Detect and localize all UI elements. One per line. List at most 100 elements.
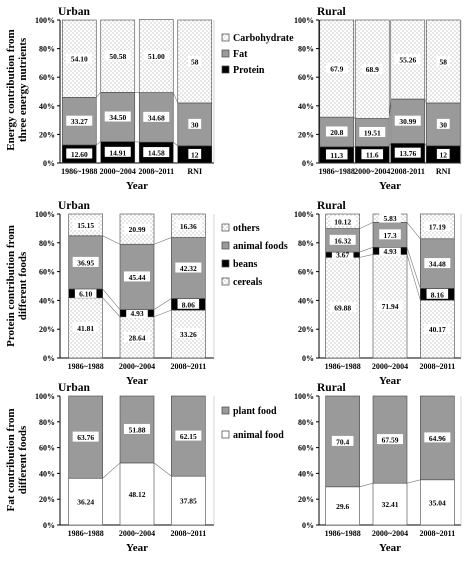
data-label-bg xyxy=(143,111,170,122)
y-tick-label: 100% xyxy=(294,16,314,25)
legend-swatch-animal-foods xyxy=(221,241,230,250)
data-label-bg xyxy=(188,118,202,129)
y-axis-label-line: Fat contribution from xyxy=(5,408,17,511)
series-connector xyxy=(388,98,392,119)
data-label: 71.94 xyxy=(382,302,399,311)
y-axis-label-line: three energy nutrients xyxy=(17,37,29,142)
data-label: 17.19 xyxy=(429,222,446,231)
y-tick-label: 80% xyxy=(39,418,55,427)
y-tick-label: 60% xyxy=(298,268,314,277)
data-label-bg xyxy=(124,423,150,434)
x-axis-label: Year xyxy=(126,180,148,192)
data-label: 13.76 xyxy=(399,149,416,158)
data-label-bg xyxy=(325,63,348,74)
data-label: 67.59 xyxy=(382,436,399,445)
y-axis-label-line: different foods xyxy=(17,425,29,494)
data-label: 17.3 xyxy=(383,231,396,240)
data-label-bg xyxy=(361,63,384,74)
x-axis-label: Year xyxy=(126,542,148,554)
data-label: 36.95 xyxy=(77,258,94,267)
y-tick-label: 80% xyxy=(298,45,314,54)
data-label-bg xyxy=(143,147,170,158)
x-tick-label: 2000~2004 xyxy=(372,362,408,371)
x-tick-label: 1986~1988 xyxy=(325,362,361,371)
legend-label-others: others xyxy=(233,223,260,234)
data-label-bg xyxy=(379,229,401,240)
series-connector xyxy=(153,309,172,318)
data-label: 20.99 xyxy=(129,225,146,234)
legend-swatch-plant-food xyxy=(221,406,230,415)
x-tick-label: 1986~1988 xyxy=(325,529,361,538)
x-tick-label: 1986~1988 xyxy=(61,167,97,176)
x-tick-label: 1986~1988 xyxy=(68,529,104,538)
data-label-bg xyxy=(104,50,131,61)
y-tick-label: 60% xyxy=(39,444,55,453)
series-connector xyxy=(153,462,172,477)
legend-label-animal-food: animal food xyxy=(233,430,284,441)
chart-fat-urban: Urban 0% 20% 40% 60% 80% 100% 36.24 63.76 1986~19… xyxy=(5,382,284,554)
legend-swatch-animal-food xyxy=(221,430,230,439)
series-connector xyxy=(359,254,374,258)
chart-title: Rural xyxy=(317,382,346,394)
data-label-bg xyxy=(66,115,93,126)
x-tick-label: RNI xyxy=(436,167,451,176)
data-label: 34.68 xyxy=(148,113,165,122)
legend-label-beans: beans xyxy=(233,259,258,270)
data-label: 58 xyxy=(440,57,448,66)
series-connector xyxy=(424,143,427,146)
chart-fat-rural: Rural 0% 20% 40% 60% 80% 100% 29.6 70.4 1986~1988… xyxy=(294,382,462,554)
data-label: 42.32 xyxy=(180,264,197,273)
data-label: 11.6 xyxy=(366,151,379,160)
y-tick-label: 100% xyxy=(35,16,55,25)
legend-label-protein: Protein xyxy=(233,65,265,76)
x-tick-label: 2008~2011 xyxy=(419,529,455,538)
y-tick-label: 20% xyxy=(298,325,314,334)
data-label-bg xyxy=(436,148,450,159)
series-connector xyxy=(102,462,121,479)
bar-animal-food xyxy=(372,482,408,526)
data-label: 70.4 xyxy=(336,437,349,446)
data-label-bg xyxy=(424,323,451,334)
chart-energy-urban: Urban 0% 20% 40% 60% 80% 100% 12.60 33.27 54.10 19… xyxy=(5,6,294,192)
y-tick-label: 0% xyxy=(43,159,55,168)
data-label-bg xyxy=(394,147,421,158)
x-axis-label: Year xyxy=(379,542,401,554)
data-label: 50.58 xyxy=(109,52,126,61)
data-label: 48.12 xyxy=(129,490,146,499)
y-tick-label: 100% xyxy=(35,210,55,219)
data-label: 68.9 xyxy=(366,65,379,74)
data-label-bg xyxy=(394,115,421,126)
x-tick-label: RNI xyxy=(187,167,202,176)
legend-swatch-others xyxy=(221,223,230,232)
data-label: 16.32 xyxy=(334,236,351,245)
chart-protein-rural: Rural 0% 20% 40% 60% 80% 100% 69.88 3.67 16.32 10.… xyxy=(294,200,462,387)
series-connector xyxy=(406,254,421,301)
data-label: 4.93 xyxy=(130,309,143,318)
y-tick-label: 40% xyxy=(39,469,55,478)
chart-protein-urban: Urban 0% 20% 40% 60% 80% 100% 41.81 6.10 36.95 15.… xyxy=(5,200,288,387)
data-label: 11.3 xyxy=(330,151,343,160)
legend-label-animal-foods: animal foods xyxy=(233,241,288,252)
x-tick-label: 2008~2011 xyxy=(138,167,174,176)
data-label-bg xyxy=(331,249,354,260)
series-connector xyxy=(96,141,101,146)
data-label-bg xyxy=(175,430,202,441)
data-label: 12 xyxy=(191,150,199,159)
data-label-bg xyxy=(379,245,401,256)
data-label-bg xyxy=(325,149,348,160)
data-label: 33.26 xyxy=(180,330,197,339)
y-tick-label: 60% xyxy=(298,444,314,453)
data-label: 37.85 xyxy=(180,497,197,506)
data-label-bg xyxy=(329,215,356,226)
data-label: 45.44 xyxy=(129,273,146,282)
y-tick-label: 80% xyxy=(39,45,55,54)
data-label: 34.48 xyxy=(429,260,446,269)
legend-swatch-carbohydrate xyxy=(221,33,230,42)
y-tick-label: 60% xyxy=(298,73,314,82)
x-tick-label: 2000~2004 xyxy=(119,529,155,538)
y-tick-label: 0% xyxy=(302,521,314,530)
data-label: 5.83 xyxy=(383,214,396,223)
series-connector xyxy=(102,288,121,310)
x-tick-label: 2000~2004 xyxy=(119,362,155,371)
y-tick-label: 0% xyxy=(302,159,314,168)
